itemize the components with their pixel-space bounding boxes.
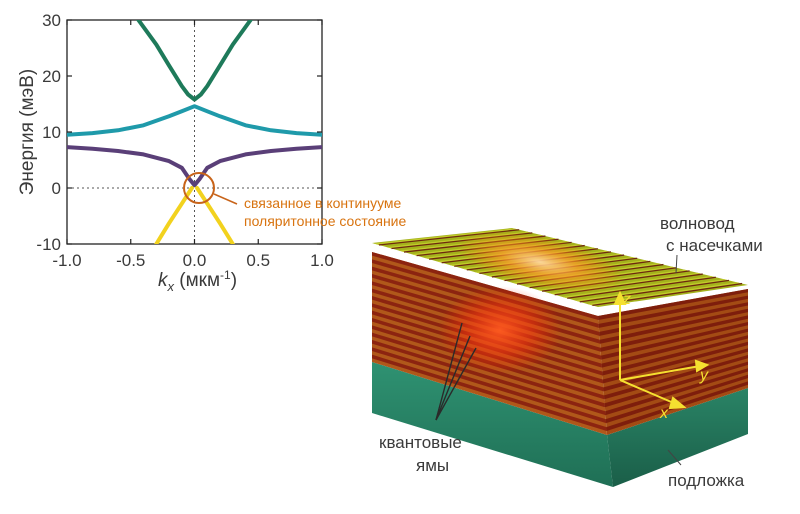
grating-ridge — [587, 282, 743, 306]
coordinate-axes — [613, 290, 710, 410]
series-upper-branch — [136, 20, 253, 102]
qw-layer-side — [599, 302, 748, 336]
substrate-label: подложка — [668, 471, 745, 490]
y-axis-line — [619, 365, 701, 381]
substrate-side — [607, 388, 748, 487]
qw-layer-side — [601, 322, 748, 360]
tick-marks — [66, 19, 323, 245]
qw-layer-front — [372, 347, 607, 424]
annotation-line-2: поляритонное состояние — [244, 213, 406, 229]
z-axis-label: z — [622, 291, 631, 308]
x-axis-line — [619, 379, 677, 405]
grating-ridge — [562, 275, 716, 299]
mode-glow-side — [438, 286, 562, 374]
qw-layer-side — [599, 308, 748, 344]
y-axis-arrowhead — [694, 359, 710, 373]
series-lower-branch-right — [195, 186, 235, 244]
qw-layer-side — [605, 374, 748, 424]
x-tick-label: 0.5 — [246, 251, 270, 270]
waveguide-label-line-1: волновод — [660, 214, 735, 233]
qw-layer-side — [598, 289, 748, 320]
bic-marker-circle — [183, 172, 215, 204]
qw-pointer-3 — [435, 347, 477, 421]
x-axis-label: kx (мкм-1) — [158, 268, 237, 294]
y-tick-label: 10 — [42, 123, 61, 142]
quantum-wells-label-line-2: ямы — [416, 456, 449, 475]
x-tick-label: 0.0 — [183, 251, 207, 270]
x-tick-label: 1.0 — [310, 251, 334, 270]
grating-ridge — [574, 279, 729, 302]
z-axis-arrowhead — [613, 290, 627, 305]
zero-gridlines — [67, 20, 322, 244]
qw-layer-front — [372, 354, 607, 432]
substrate-pointer — [667, 449, 682, 466]
y-tick-label: 30 — [42, 11, 61, 30]
annotation-leader-line — [213, 193, 238, 205]
y-axis-label-3d: y — [699, 367, 709, 384]
qw-pointer-1 — [435, 322, 463, 421]
qw-layer-side — [600, 315, 748, 352]
y-tick-labels: -10 0 10 20 30 — [36, 11, 61, 254]
qw-pointer-lines — [435, 322, 477, 421]
x-tick-labels: -1.0 -0.5 0.0 0.5 1.0 — [52, 251, 333, 270]
mode-glow-top — [456, 231, 624, 293]
x-tick-label: -0.5 — [116, 251, 145, 270]
quantum-wells-label-line-1: квантовые — [379, 433, 462, 452]
qw-layer-side — [604, 361, 748, 408]
qw-layer-side — [605, 368, 748, 416]
waveguide-pointer — [675, 254, 678, 274]
qw-pointer-2 — [435, 335, 471, 421]
x-axis-arrowhead — [668, 396, 687, 410]
qw-layer-side — [598, 295, 748, 328]
waveguide-label-line-2: с насечками — [666, 236, 763, 255]
y-tick-label: 0 — [52, 179, 61, 198]
qw-layer-side — [602, 335, 748, 376]
qw-layer-front — [372, 340, 606, 416]
series-second-branch — [67, 104, 322, 137]
y-tick-label: -10 — [36, 235, 61, 254]
qw-layer-side — [601, 328, 748, 368]
grating-groove — [579, 279, 730, 303]
grating-groove — [567, 276, 716, 299]
device-diagram: z y x волновод с насечками квантовые ямы… — [372, 214, 763, 490]
y-tick-label: 20 — [42, 67, 61, 86]
y-axis-label: Энергия (мэВ) — [17, 69, 38, 195]
series-third-branch — [67, 145, 322, 188]
x-axis-label-3d: x — [659, 405, 669, 422]
bic-annotation: связанное в континууме поляритонное сост… — [183, 172, 406, 229]
qw-layer-side — [602, 341, 748, 384]
annotation-line-1: связанное в континууме — [244, 195, 402, 211]
substrate-front — [372, 362, 613, 487]
x-tick-label: -1.0 — [52, 251, 81, 270]
